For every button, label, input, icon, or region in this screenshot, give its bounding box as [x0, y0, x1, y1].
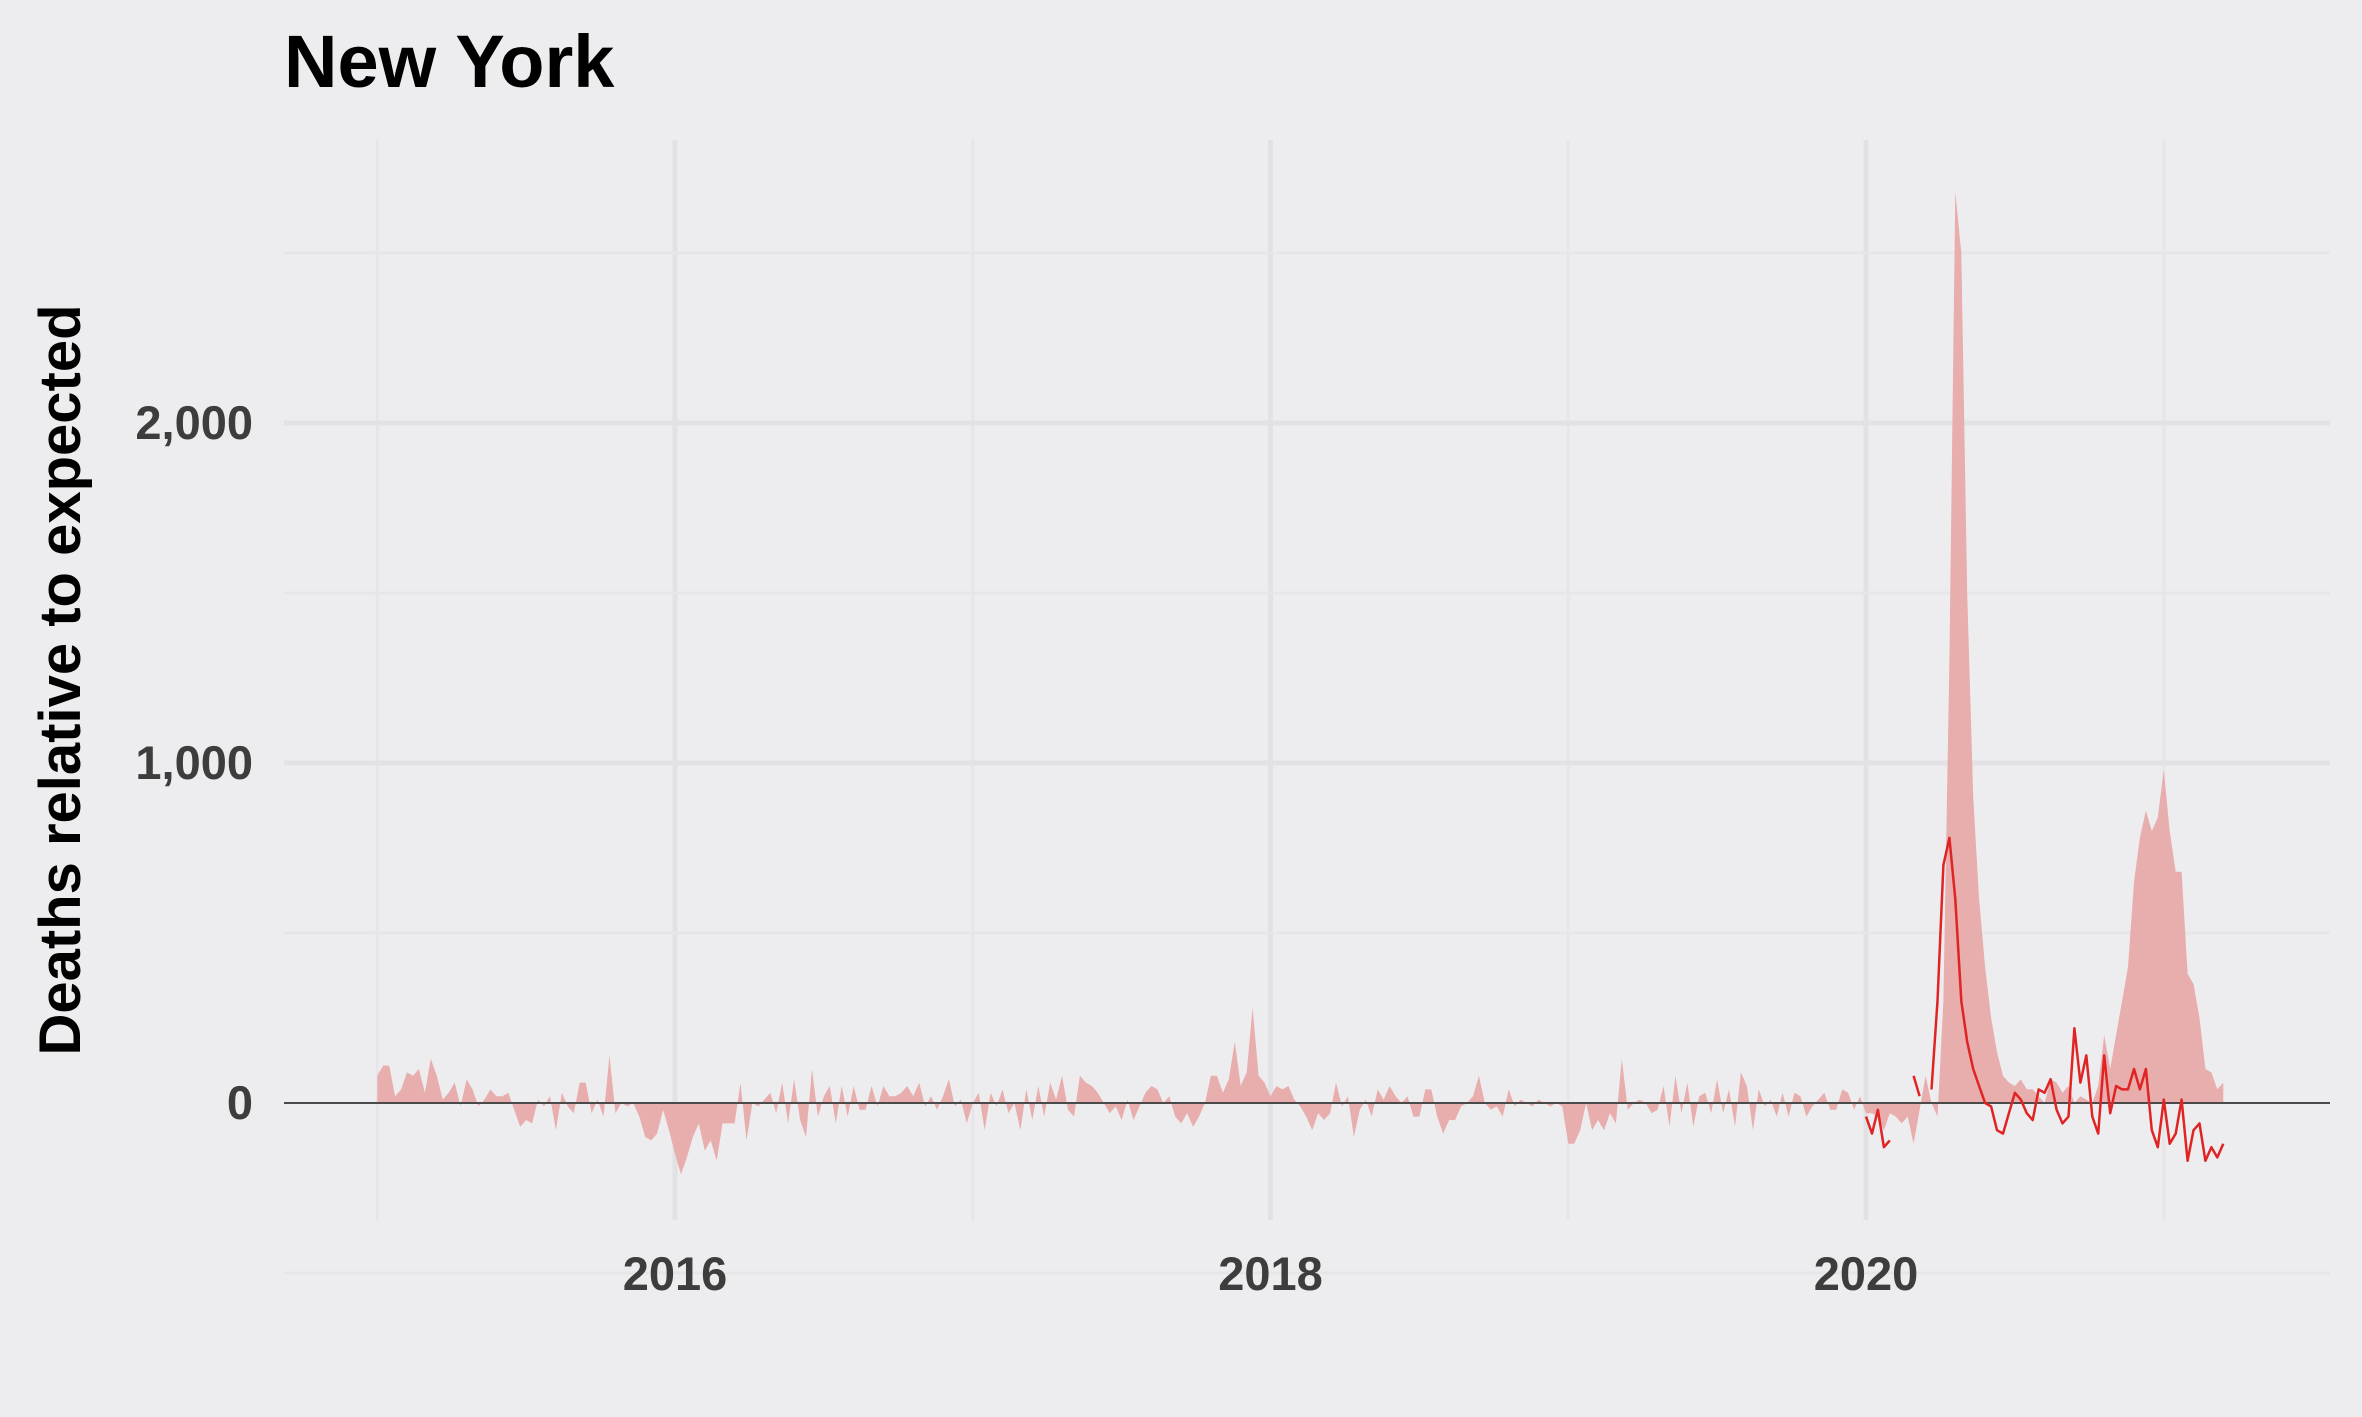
grid-layer	[284, 140, 2330, 1275]
deaths-line-segment	[1930, 836, 2225, 1163]
x-tick-label: 2016	[623, 1247, 728, 1300]
deaths-line-segment	[1864, 1108, 1891, 1149]
deaths-line-segment	[1912, 1075, 1921, 1097]
line-layer	[1864, 836, 2225, 1163]
x-tick-label: 2020	[1814, 1247, 1919, 1300]
y-axis-label: Deaths relative to expected	[28, 304, 93, 1055]
y-tick-label: 1,000	[135, 736, 253, 789]
y-tick-label: 0	[227, 1076, 253, 1129]
y-tick-label: 2,000	[135, 396, 253, 449]
chart-title: New York	[284, 20, 615, 103]
area-layer	[377, 191, 2224, 1175]
tick-layer: 2016 2018 2020 0 1,000 2,000	[135, 396, 1918, 1300]
x-tick-label: 2018	[1218, 1247, 1323, 1300]
excess-deaths-area	[377, 191, 2224, 1175]
